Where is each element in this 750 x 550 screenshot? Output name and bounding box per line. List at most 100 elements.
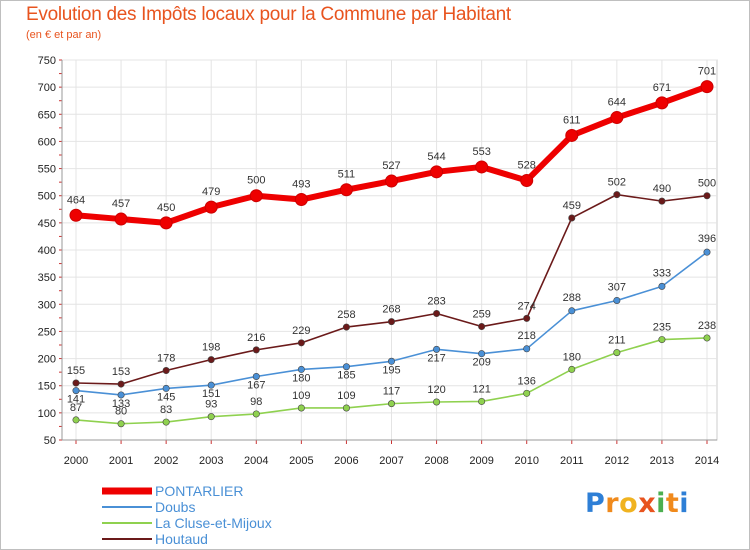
y-tick-label: 750 (38, 55, 56, 67)
data-point-doubs (252, 372, 260, 380)
data-point-doubs (613, 296, 621, 304)
x-tick-label: 2002 (154, 455, 178, 467)
data-label: 145 (157, 391, 175, 403)
data-labels: 464 457 450 479 500 493 511 527 544 553 528 611 644 6… (67, 66, 716, 418)
data-label: 479 (202, 186, 220, 198)
data-point-pontarlier (294, 193, 308, 207)
data-point-pontarlier (385, 174, 398, 188)
data-label: 121 (472, 383, 490, 395)
data-point-houtaud (613, 191, 621, 199)
data-label: 117 (383, 386, 401, 398)
logo-letter: t (665, 488, 680, 519)
data-label: 218 (518, 330, 536, 342)
y-tick-label: 650 (38, 109, 56, 121)
data-label: 180 (563, 351, 581, 363)
data-point-pontarlier (69, 208, 83, 222)
x-tick-label: 2013 (650, 455, 674, 467)
data-point-pontarlier (159, 216, 173, 230)
data-label: 141 (67, 394, 85, 406)
x-tick-label: 2001 (109, 455, 133, 467)
data-label: 229 (292, 325, 310, 337)
legend-label-doubs: Doubs (155, 499, 195, 515)
y-tick-label: 400 (38, 245, 56, 257)
data-label: 527 (382, 160, 400, 172)
legend-label-la-cluse-et-mijoux: La Cluse-et-Mijoux (155, 515, 272, 531)
y-tick-label: 50 (44, 435, 56, 447)
legend-label-houtaud: Houtaud (155, 531, 208, 547)
x-tick-label: 2003 (199, 455, 223, 467)
data-point-doubs (568, 307, 576, 315)
x-tick-label: 2010 (514, 455, 538, 467)
data-label: 274 (518, 300, 536, 312)
data-point-doubs (117, 391, 125, 399)
y-tick-label: 100 (38, 408, 56, 420)
data-point-doubs (433, 345, 441, 353)
data-label: 238 (698, 320, 716, 332)
data-label: 180 (292, 372, 310, 384)
data-label: 450 (157, 202, 175, 214)
data-label: 258 (337, 309, 355, 321)
legend-label-pontarlier: PONTARLIER (155, 483, 243, 499)
y-tick-label: 550 (38, 164, 56, 176)
data-point-houtaud (252, 346, 260, 354)
x-tick-label: 2014 (695, 455, 719, 467)
series-lines (69, 80, 714, 428)
data-point-la-cluse-et-mijoux (72, 416, 80, 424)
data-point-houtaud (703, 192, 711, 200)
data-label: 133 (112, 398, 130, 410)
data-point-la-cluse-et-mijoux (252, 410, 260, 418)
data-label: 216 (247, 332, 265, 344)
data-label: 671 (653, 82, 671, 94)
data-point-pontarlier (565, 128, 579, 142)
data-point-houtaud (568, 214, 576, 222)
data-label: 268 (382, 304, 400, 316)
data-point-doubs (162, 384, 170, 392)
logo-letter: i (656, 488, 666, 519)
data-point-doubs (523, 345, 531, 353)
y-tick-label: 450 (38, 218, 56, 230)
logo-letter: P (585, 488, 606, 519)
data-label: 109 (292, 390, 310, 402)
logo-letter: r (605, 488, 620, 519)
data-point-doubs (703, 248, 711, 256)
data-point-pontarlier (655, 96, 669, 110)
data-label: 109 (337, 390, 355, 402)
data-point-la-cluse-et-mijoux (703, 334, 711, 342)
data-point-pontarlier (700, 80, 714, 94)
data-label: 459 (563, 200, 581, 212)
data-label: 83 (160, 404, 172, 416)
data-label: 235 (653, 322, 671, 334)
proxiti-logo: Proxiti (585, 488, 689, 519)
x-tick-label: 2000 (64, 455, 88, 467)
data-label: 153 (112, 366, 130, 378)
data-point-doubs (342, 363, 350, 371)
data-label: 307 (608, 281, 626, 293)
data-label: 490 (653, 183, 671, 195)
y-tick-label: 300 (38, 299, 56, 311)
data-point-pontarlier (430, 165, 444, 179)
data-label: 93 (205, 399, 217, 411)
data-point-la-cluse-et-mijoux (387, 400, 395, 408)
data-label: 151 (202, 388, 220, 400)
data-point-la-cluse-et-mijoux (207, 413, 215, 421)
data-label: 80 (115, 406, 127, 418)
data-point-houtaud (478, 323, 486, 331)
data-point-houtaud (523, 314, 531, 322)
y-tick-label: 500 (38, 191, 56, 203)
data-point-la-cluse-et-mijoux (342, 404, 350, 412)
data-point-doubs (207, 381, 215, 389)
chart-subtitle: (en € et par an) (26, 29, 102, 41)
data-point-pontarlier (204, 200, 218, 214)
data-point-la-cluse-et-mijoux (478, 397, 486, 405)
y-tick-label: 250 (38, 326, 56, 338)
data-label: 178 (157, 353, 175, 365)
data-point-pontarlier (610, 111, 624, 125)
data-label: 136 (518, 375, 536, 387)
data-label: 195 (382, 364, 400, 376)
data-point-la-cluse-et-mijoux (568, 365, 576, 373)
data-label: 283 (427, 296, 445, 308)
data-label: 500 (698, 178, 716, 190)
data-point-doubs (478, 350, 486, 358)
